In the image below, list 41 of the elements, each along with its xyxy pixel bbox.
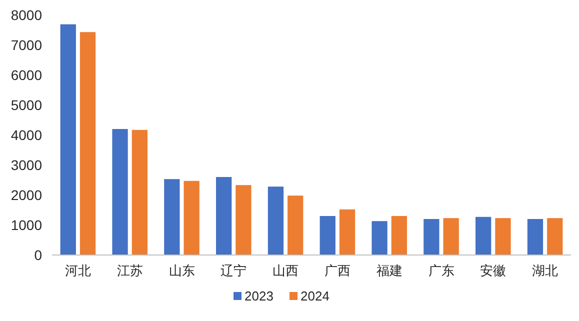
y-tick-label: 7000 bbox=[10, 36, 42, 53]
y-tick-label: 8000 bbox=[10, 6, 42, 23]
bar bbox=[268, 186, 284, 255]
y-tick-label: 0 bbox=[34, 246, 42, 263]
y-tick-label: 5000 bbox=[10, 96, 42, 113]
bar bbox=[80, 32, 96, 255]
x-tick-label: 广东 bbox=[428, 263, 454, 278]
bar bbox=[339, 209, 356, 255]
bar bbox=[424, 219, 440, 255]
bar bbox=[164, 179, 180, 255]
x-tick-label: 广西 bbox=[324, 263, 350, 278]
bar bbox=[547, 218, 563, 255]
x-tick-label: 江苏 bbox=[116, 263, 143, 278]
x-tick-label: 山东 bbox=[168, 263, 195, 278]
x-tick-label: 山西 bbox=[272, 263, 299, 278]
y-tick-label: 1000 bbox=[10, 216, 42, 233]
bar bbox=[372, 221, 388, 255]
bar bbox=[60, 24, 76, 255]
y-tick-label: 2000 bbox=[10, 186, 42, 203]
bar bbox=[112, 129, 128, 255]
bar bbox=[476, 216, 492, 255]
x-tick-label: 安徽 bbox=[480, 263, 506, 278]
bar bbox=[495, 218, 511, 255]
bar bbox=[527, 219, 544, 255]
bar bbox=[288, 196, 304, 255]
legend-label: 2024 bbox=[300, 288, 330, 304]
y-tick-label: 6000 bbox=[10, 66, 42, 83]
x-tick-label: 辽宁 bbox=[220, 263, 247, 278]
bar bbox=[320, 216, 336, 255]
x-tick-label: 河北 bbox=[64, 263, 91, 278]
bar bbox=[391, 216, 407, 255]
y-tick-label: 4000 bbox=[10, 126, 42, 143]
x-tick-label: 湖北 bbox=[532, 263, 558, 278]
y-tick-label: 3000 bbox=[10, 156, 42, 173]
legend-label: 2023 bbox=[244, 288, 274, 304]
bar bbox=[184, 180, 200, 255]
bar bbox=[443, 218, 459, 255]
bar bbox=[236, 185, 252, 255]
bar bbox=[132, 130, 148, 255]
x-tick-label: 福建 bbox=[376, 263, 402, 278]
bar bbox=[216, 177, 232, 255]
